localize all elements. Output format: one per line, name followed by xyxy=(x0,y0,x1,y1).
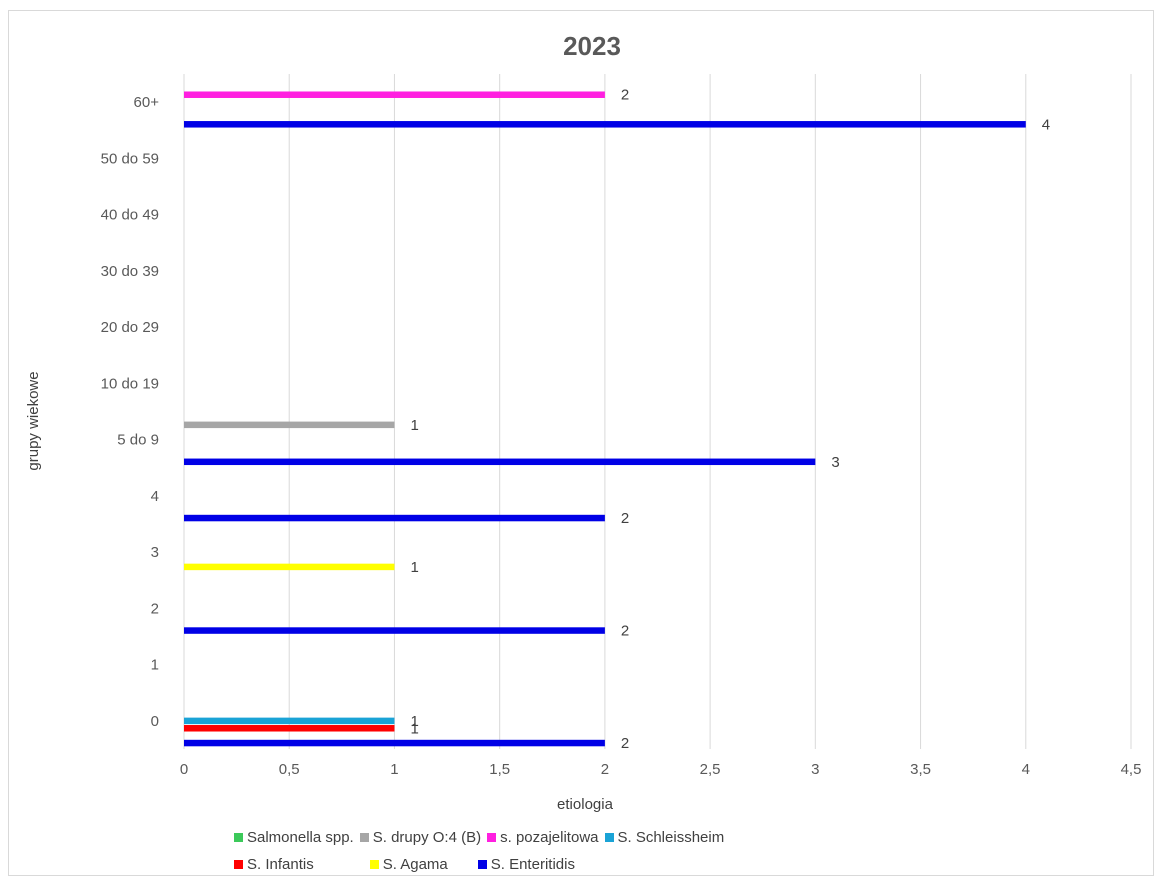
legend-item: Salmonella spp. xyxy=(234,829,354,846)
bars-group xyxy=(184,91,1026,747)
legend-swatch xyxy=(487,833,497,842)
bar xyxy=(184,627,605,634)
data-label: 1 xyxy=(410,559,418,576)
x-tick-label: 0 xyxy=(180,761,188,778)
legend-swatch xyxy=(234,860,243,869)
y-tick-label: 60+ xyxy=(134,94,160,111)
data-label: 2 xyxy=(621,510,629,527)
legend-item: S. Enteritidis xyxy=(477,856,575,873)
y-tick-label: 10 do 19 xyxy=(101,375,159,392)
data-label: 2 xyxy=(621,87,629,104)
legend-item: s. pozajelitowa xyxy=(487,829,599,846)
data-label: 1 xyxy=(410,713,418,730)
y-tick-labels: 0 1 2 3 4 5 do 9 10 do 19 20 do 29 30 do 39 40 do… xyxy=(101,94,160,730)
y-tick-label: 4 xyxy=(151,488,159,505)
bar xyxy=(184,514,605,522)
legend-label: S. Agama xyxy=(382,856,448,873)
bar xyxy=(184,563,395,571)
legend-item: S. Agama xyxy=(369,856,448,873)
data-label: 4 xyxy=(1042,116,1050,133)
legend-swatch xyxy=(369,860,379,869)
legend-row: S. Infantis S. Agama S. Enteritidis xyxy=(234,851,994,878)
y-tick-label: 3 xyxy=(151,544,159,561)
legend-label: S. Enteritidis xyxy=(490,856,575,873)
legend-label: S. drupy O:4 (B) xyxy=(372,829,482,846)
x-axis-title: etiologia xyxy=(557,796,614,813)
grid-lines xyxy=(183,74,1132,749)
x-tick-label: 3,5 xyxy=(910,761,931,778)
bar xyxy=(184,91,605,98)
data-label: 3 xyxy=(831,454,839,471)
legend: Salmonella spp. S. drupy O:4 (B) s. pozaje… xyxy=(234,824,994,878)
bar xyxy=(184,421,395,429)
x-tick-label: 1 xyxy=(390,761,398,778)
legend-item: S. Schleissheim xyxy=(604,829,725,846)
legend-label: S. Infantis xyxy=(247,856,314,873)
bar xyxy=(184,121,1026,128)
x-tick-label: 4,5 xyxy=(1121,761,1142,778)
y-tick-label: 5 do 9 xyxy=(117,432,159,449)
legend-row: Salmonella spp. S. drupy O:4 (B) s. pozaje… xyxy=(234,824,994,851)
bar xyxy=(184,725,395,732)
legend-item: S. drupy O:4 (B) xyxy=(359,829,482,846)
y-tick-label: 40 do 49 xyxy=(101,207,159,224)
legend-swatch xyxy=(234,833,243,842)
y-tick-label: 50 do 59 xyxy=(101,150,159,167)
x-tick-label: 2,5 xyxy=(700,761,721,778)
legend-label: Salmonella spp. xyxy=(247,829,354,846)
x-tick-label: 0,5 xyxy=(279,761,300,778)
y-tick-label: 20 do 29 xyxy=(101,319,159,336)
x-tick-labels: 0 0,5 1 1,5 2 2,5 3 3,5 4 4,5 xyxy=(180,761,1142,778)
data-label: 2 xyxy=(621,623,629,640)
legend-swatch xyxy=(604,833,614,842)
y-tick-label: 2 xyxy=(151,600,159,617)
legend-swatch xyxy=(477,860,487,869)
legend-label: S. Schleissheim xyxy=(617,829,725,846)
legend-swatch xyxy=(359,833,369,842)
y-tick-label: 30 do 39 xyxy=(101,263,159,280)
y-tick-label: 0 xyxy=(151,713,159,730)
x-tick-label: 2 xyxy=(601,761,609,778)
y-axis-title: grupy wiekowe xyxy=(25,371,42,470)
x-tick-label: 4 xyxy=(1022,761,1030,778)
bar xyxy=(184,739,605,747)
y-tick-label: 1 xyxy=(151,657,159,674)
x-tick-label: 1,5 xyxy=(489,761,510,778)
chart-title: 2023 xyxy=(563,31,621,61)
bar xyxy=(184,458,816,466)
data-label: 1 xyxy=(410,720,418,737)
legend-item: S. Infantis xyxy=(234,856,314,873)
data-label: 2 xyxy=(621,735,629,752)
x-tick-label: 3 xyxy=(811,761,819,778)
bar xyxy=(184,717,395,725)
legend-label: s. pozajelitowa xyxy=(500,829,599,846)
data-label: 1 xyxy=(410,417,418,434)
